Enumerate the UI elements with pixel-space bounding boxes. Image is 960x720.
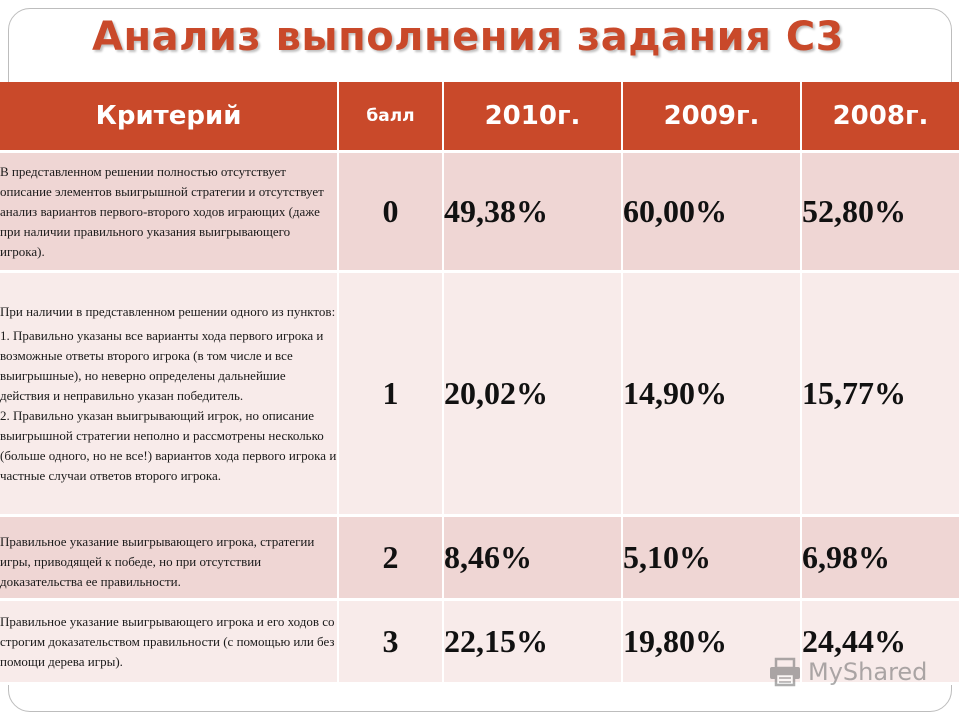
criterion-description: При наличии в представленном решении одн… [0, 271, 339, 517]
value-2010: 8,46% [443, 515, 623, 601]
value-2008: 15,77% [801, 271, 960, 517]
value-2008: 24,44% [801, 599, 960, 685]
table-row: Правильное указание выигрывающего игрока… [0, 599, 960, 685]
criterion-text: Правильное указание выигрывающего игрока… [0, 613, 335, 669]
value-2009: 14,90% [622, 271, 802, 517]
table-header-row: Критерий балл 2010г. 2009г. 2008г. [0, 82, 960, 153]
value-2009: 60,00% [622, 151, 802, 273]
header-score: балл [338, 82, 444, 153]
value-2008: 6,98% [801, 515, 960, 601]
watermark-text: MyShared [808, 658, 928, 686]
score-cell: 3 [338, 599, 444, 685]
criterion-text: Правильное указание выигрывающего игрока… [0, 533, 315, 589]
value-2010: 22,15% [443, 599, 623, 685]
results-table: Критерий балл 2010г. 2009г. 2008г. В пре… [0, 82, 960, 685]
table-row: Правильное указание выигрывающего игрока… [0, 515, 960, 601]
score-cell: 0 [338, 151, 444, 273]
value-2008: 52,80% [801, 151, 960, 273]
criterion-text: 1. Правильно указаны все варианты хода п… [0, 327, 324, 403]
table-row: При наличии в представленном решении одн… [0, 271, 960, 517]
table-row: В представленном решении полностью отсут… [0, 151, 960, 273]
value-2009: 5,10% [622, 515, 802, 601]
score-cell: 1 [338, 271, 444, 517]
criterion-text: В представленном решении полностью отсут… [0, 163, 324, 259]
criterion-description: Правильное указание выигрывающего игрока… [0, 515, 339, 601]
printer-icon [770, 657, 800, 687]
value-2010: 20,02% [443, 271, 623, 517]
criterion-text: При наличии в представленном решении одн… [0, 303, 336, 319]
header-criterion: Критерий [0, 82, 339, 153]
watermark: MyShared [768, 652, 927, 692]
page-title: Анализ выполнения задания С3 [92, 14, 845, 60]
criterion-description: В представленном решении полностью отсут… [0, 151, 339, 273]
header-year-2010: 2010г. [443, 82, 623, 153]
header-year-2009: 2009г. [622, 82, 802, 153]
score-cell: 2 [338, 515, 444, 601]
header-year-2008: 2008г. [801, 82, 960, 153]
criterion-description: Правильное указание выигрывающего игрока… [0, 599, 339, 685]
value-2010: 49,38% [443, 151, 623, 273]
criterion-text: 2. Правильно указан выигрывающий игрок, … [0, 407, 337, 483]
